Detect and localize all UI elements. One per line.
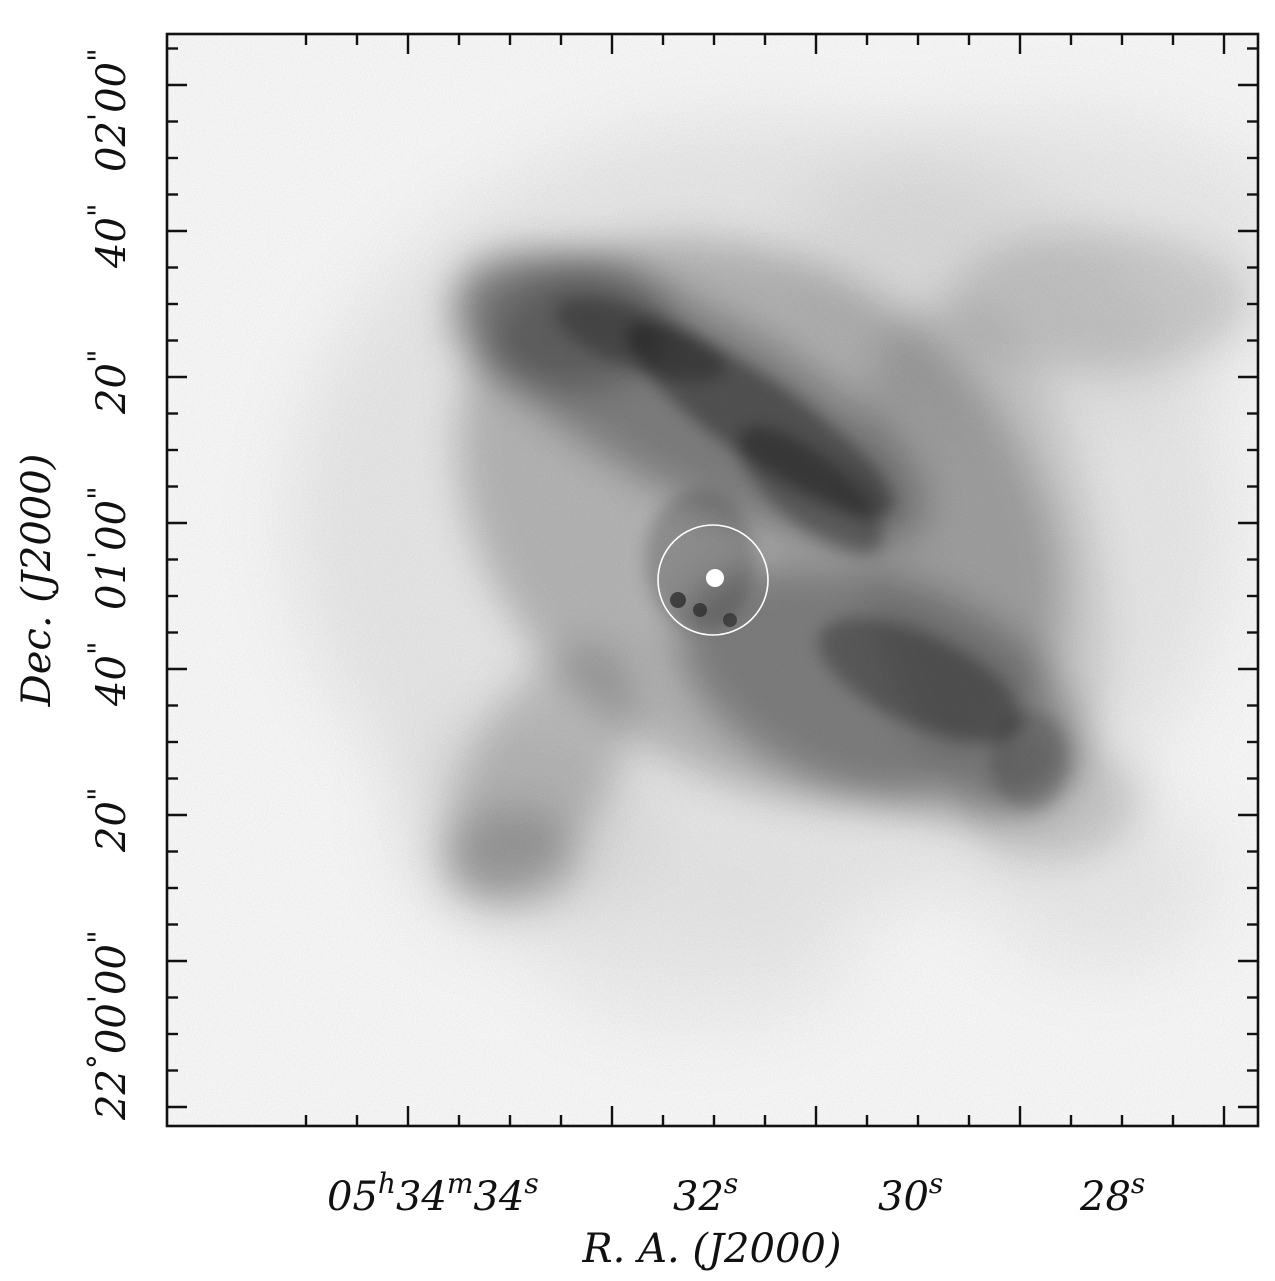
pulsar-marker-circle: [657, 524, 769, 636]
axis-ticks: [167, 34, 1258, 1126]
dec-tick-label: 01'00": [82, 486, 135, 610]
ra-tick-label: 30s: [878, 1167, 943, 1220]
dec-tick-labels: 22°00'00" 20" 40" 01'00" 20" 40" 02'00": [82, 48, 135, 1121]
dec-tick-label: 40": [82, 203, 135, 269]
ra-axis-label: R. A. (J2000): [582, 1226, 842, 1272]
dec-tick-label: 20": [82, 349, 135, 415]
nebula-image: [167, 34, 1258, 1126]
plot-frame: [165, 32, 1260, 1128]
dec-tick-label: 40": [82, 641, 135, 707]
dec-axis-label: Dec. (J2000): [14, 454, 60, 708]
pulsar-point: [706, 569, 724, 587]
ra-tick-label: 28s: [1079, 1167, 1145, 1220]
ra-tick-label: 05h34m34s: [327, 1167, 539, 1220]
dec-tick-label: 22°00'00": [82, 930, 135, 1121]
ra-tick-labels: 05h34m34s 32s 30s 28s: [327, 1167, 1145, 1220]
dec-tick-label: 02'00": [82, 48, 135, 172]
ra-tick-label: 32s: [673, 1167, 738, 1220]
dec-tick-label: 20": [82, 787, 135, 853]
